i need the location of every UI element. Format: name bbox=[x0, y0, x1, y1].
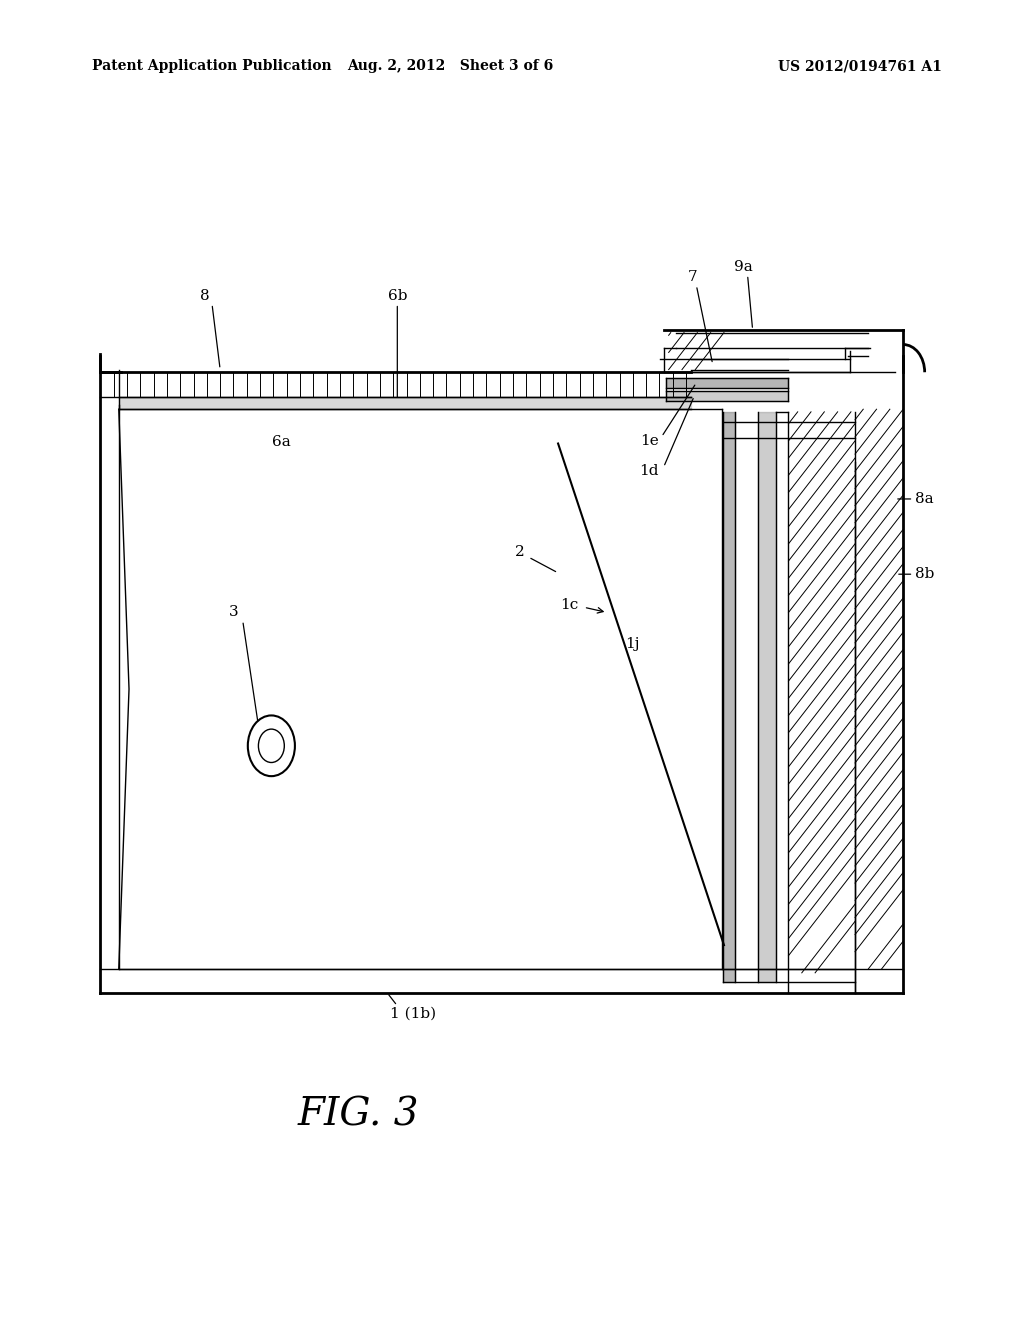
Text: FIG. 3: FIG. 3 bbox=[298, 1097, 419, 1134]
Text: 1c: 1c bbox=[560, 598, 579, 611]
Text: 1j: 1j bbox=[626, 638, 640, 651]
Text: 6b: 6b bbox=[387, 289, 408, 302]
Text: 8: 8 bbox=[200, 289, 210, 302]
Text: 7: 7 bbox=[687, 271, 697, 284]
Text: 9a: 9a bbox=[734, 260, 753, 273]
Text: 1e: 1e bbox=[640, 434, 658, 447]
Text: 1d: 1d bbox=[639, 465, 659, 478]
Text: 8b: 8b bbox=[915, 568, 935, 581]
Text: 2: 2 bbox=[515, 545, 525, 558]
Text: Patent Application Publication: Patent Application Publication bbox=[92, 59, 332, 74]
Text: 1 (1b): 1 (1b) bbox=[389, 1007, 436, 1020]
Text: 3: 3 bbox=[228, 606, 239, 619]
Text: 6a: 6a bbox=[272, 436, 291, 449]
Text: 8a: 8a bbox=[915, 492, 934, 506]
Text: Aug. 2, 2012   Sheet 3 of 6: Aug. 2, 2012 Sheet 3 of 6 bbox=[347, 59, 554, 74]
Text: US 2012/0194761 A1: US 2012/0194761 A1 bbox=[778, 59, 942, 74]
